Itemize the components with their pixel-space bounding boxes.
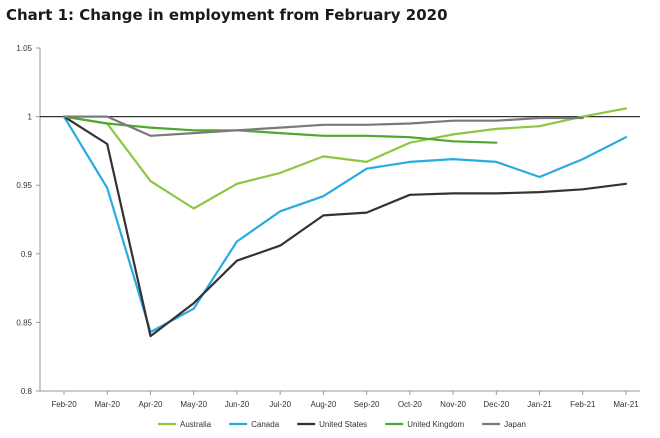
axes: 0.8 0.85 0.9 0.95 1 1.05 Feb-20 Mar-20 Apr-20 May… [16,44,640,409]
x-tick-label: Mar-21 [613,400,639,409]
y-tick-label: 0.9 [21,250,33,259]
x-tick-label: Apr-20 [138,400,163,409]
x-tick-label: Jan-21 [527,400,552,409]
x-tick-label: Sep-20 [354,400,380,409]
series-line-japan [62,115,584,137]
x-tick-label: Aug-20 [310,400,336,409]
x-tick-label: Dec-20 [483,400,509,409]
legend-label-japan: Japan [504,420,526,429]
legend: Australia Canada United States United Kingd… [158,420,526,429]
y-tick-label: 0.8 [21,387,33,396]
series-line-canada [62,115,628,334]
x-tick-label: May-20 [180,400,207,409]
series-line-united-states [62,115,628,338]
legend-label-canada: Canada [251,420,280,429]
y-tick-label: 1 [28,113,33,122]
x-tick-label: Feb-21 [570,400,596,409]
y-tick-label: 0.85 [16,318,32,327]
legend-label-united-states: United States [319,420,367,429]
series-lines [62,107,628,338]
chart-title: Chart 1: Change in employment from Febru… [6,6,448,24]
y-tick-label: 1.05 [16,44,32,53]
x-tick-label: Mar-20 [95,400,121,409]
series-line-united-kingdom [62,115,498,144]
series-line-australia [62,107,628,210]
legend-label-united-kingdom: United Kingdom [407,420,464,429]
y-tick-label: 0.95 [16,181,32,190]
x-tick-label: Oct-20 [398,400,423,409]
x-tick-label: Nov-20 [440,400,466,409]
x-tick-label: Jun-20 [225,400,250,409]
x-tick-label: Jul-20 [269,400,291,409]
x-tick-label: Feb-20 [51,400,77,409]
legend-label-australia: Australia [180,420,212,429]
